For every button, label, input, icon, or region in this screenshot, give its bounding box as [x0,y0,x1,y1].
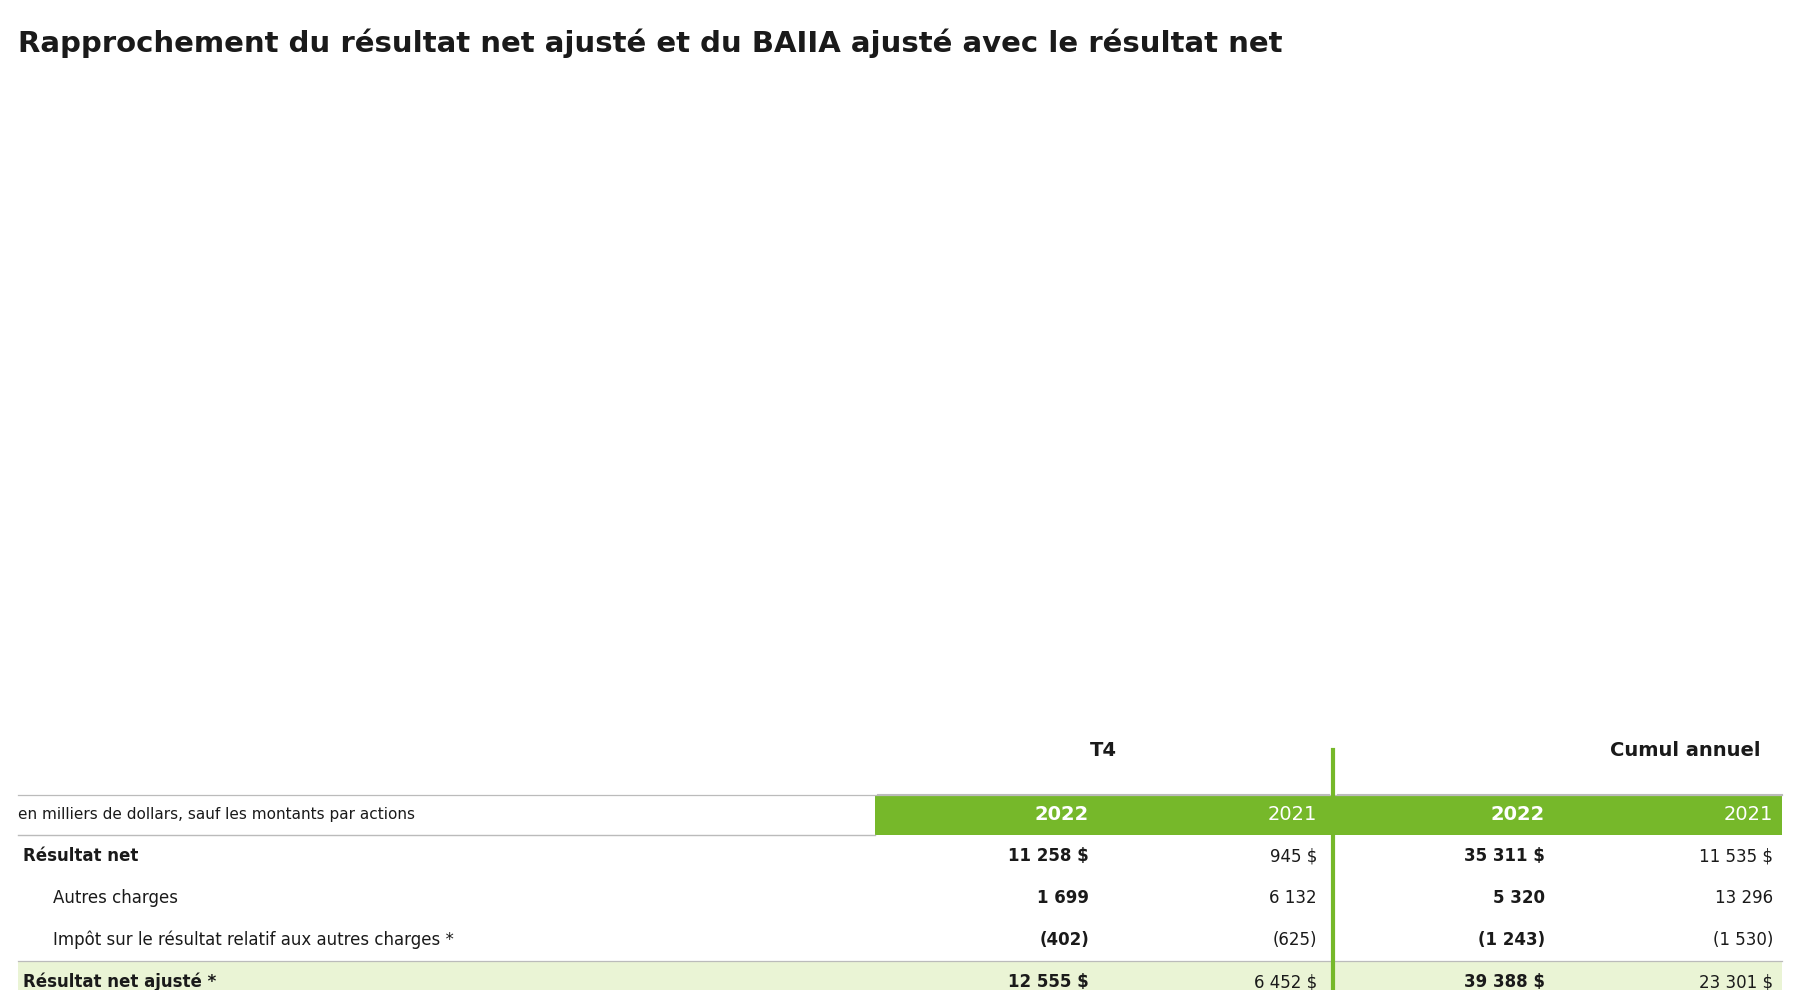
Text: 13 296: 13 296 [1715,889,1773,907]
Text: Autres charges: Autres charges [52,889,178,907]
Text: Rapprochement du résultat net ajusté et du BAIIA ajusté avec le résultat net: Rapprochement du résultat net ajusté et … [18,28,1282,57]
Text: 6 132: 6 132 [1269,889,1318,907]
Text: Résultat net: Résultat net [23,847,139,865]
Text: T4: T4 [1089,741,1116,760]
Text: 2022: 2022 [1490,806,1544,825]
Text: en milliers de dollars, sauf les montants par actions: en milliers de dollars, sauf les montant… [18,808,416,823]
Text: 23 301 $: 23 301 $ [1699,973,1773,990]
Text: 1 699: 1 699 [1037,889,1089,907]
Bar [875,795,1782,835]
Text: 2021: 2021 [1724,806,1773,825]
Text: 6 452 $: 6 452 $ [1255,973,1318,990]
Text: (1 243): (1 243) [1478,931,1544,949]
Bar [18,961,1782,990]
Text: 5 320: 5 320 [1492,889,1544,907]
Text: (402): (402) [1039,931,1089,949]
Text: 35 311 $: 35 311 $ [1463,847,1544,865]
Text: 2022: 2022 [1035,806,1089,825]
Text: 11 258 $: 11 258 $ [1008,847,1089,865]
Text: 39 388 $: 39 388 $ [1463,973,1544,990]
Text: Résultat net ajusté *: Résultat net ajusté * [23,973,216,990]
Text: 11 535 $: 11 535 $ [1699,847,1773,865]
Text: Impôt sur le résultat relatif aux autres charges *: Impôt sur le résultat relatif aux autres… [52,931,454,949]
Text: Cumul annuel: Cumul annuel [1609,741,1760,760]
Text: 2021: 2021 [1267,806,1318,825]
Text: (625): (625) [1273,931,1318,949]
Text: 12 555 $: 12 555 $ [1008,973,1089,990]
Text: (1 530): (1 530) [1712,931,1773,949]
Text: 945 $: 945 $ [1269,847,1318,865]
